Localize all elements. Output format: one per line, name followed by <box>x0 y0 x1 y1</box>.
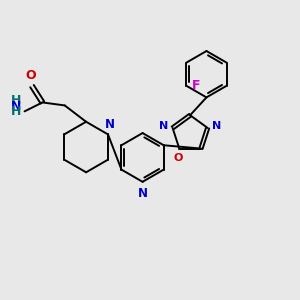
Text: N: N <box>212 122 221 131</box>
Text: N: N <box>138 187 148 200</box>
Text: O: O <box>25 69 36 82</box>
Text: N: N <box>160 122 169 131</box>
Text: H: H <box>11 94 22 106</box>
Text: N: N <box>104 118 115 130</box>
Text: F: F <box>192 79 200 92</box>
Text: O: O <box>173 153 182 163</box>
Text: H: H <box>11 106 22 118</box>
Text: N: N <box>11 100 22 112</box>
